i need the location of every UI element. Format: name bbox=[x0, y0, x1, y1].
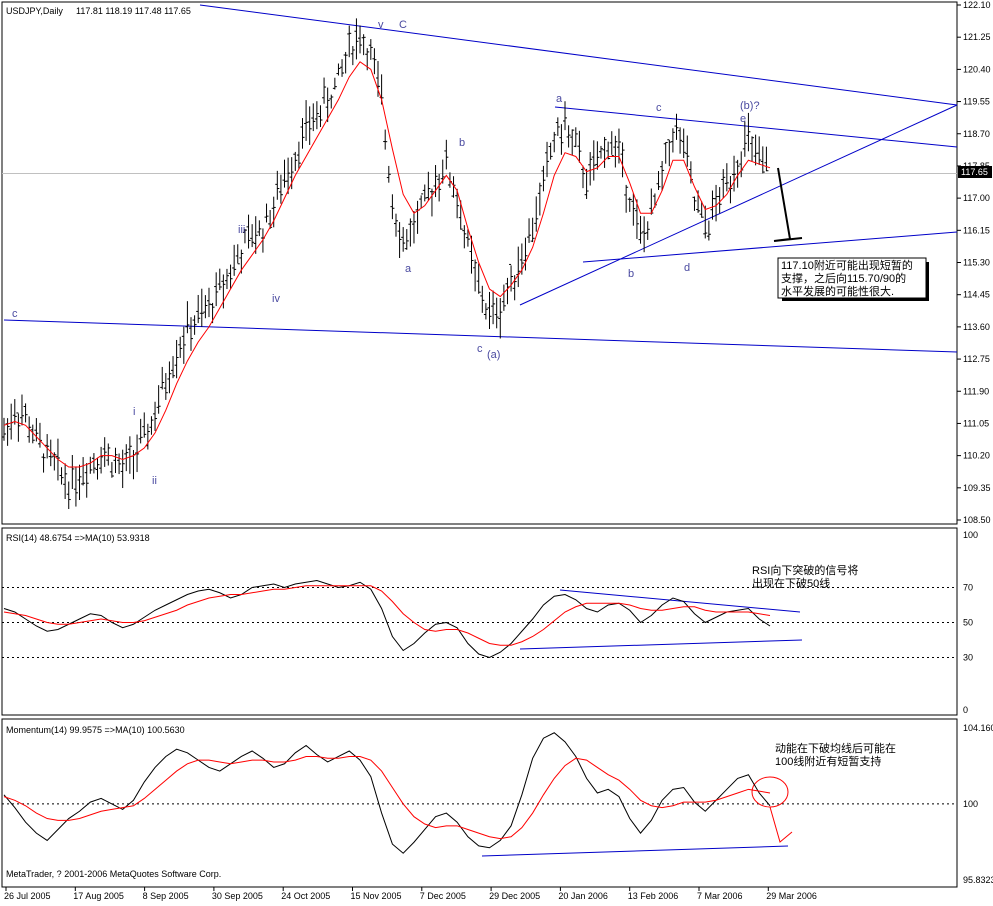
x-date-label: 24 Oct 2005 bbox=[281, 891, 330, 901]
price-y-tick-label: 115.30 bbox=[963, 258, 990, 268]
momentum-panel-frame bbox=[1, 718, 958, 888]
price-header-values: 117.81 118.19 117.48 117.65 bbox=[76, 6, 191, 16]
momentum-y-tick-label: 95.8323 bbox=[963, 875, 993, 885]
wave-label: v bbox=[378, 19, 384, 31]
price-trendline bbox=[554, 106, 958, 148]
wave-label: iii bbox=[238, 224, 245, 236]
rsi-y-tick-label: 50 bbox=[963, 618, 973, 628]
price-note-line-1: 117.10附近可能出现短暂的 bbox=[781, 258, 913, 272]
x-date-label: 26 Jul 2005 bbox=[4, 891, 51, 901]
x-date-label: 30 Sep 2005 bbox=[212, 891, 263, 901]
price-y-tick-label: 111.90 bbox=[963, 386, 989, 396]
wave-label: (a) bbox=[487, 349, 500, 361]
price-trendline bbox=[582, 231, 958, 263]
price-annotation-box: 117.10附近可能出现短暂的 支撑，之后向115.70/90的 水平发展的可能… bbox=[777, 257, 929, 301]
price-y-tick-label: 110.20 bbox=[963, 451, 990, 461]
momentum-title: Momentum(14) 99.9575 =>MA(10) 100.5630 bbox=[6, 725, 185, 735]
price-trendline bbox=[519, 104, 958, 306]
rsi-ma-line bbox=[3, 585, 771, 646]
rsi-y-tick-label: 100 bbox=[963, 530, 978, 540]
price-y-tick-label: 112.75 bbox=[963, 354, 990, 364]
wave-label: i bbox=[133, 406, 135, 418]
wave-label: C bbox=[399, 19, 407, 31]
x-date-label: 15 Nov 2005 bbox=[351, 891, 402, 901]
price-trendline bbox=[199, 4, 958, 106]
footer-copyright: MetaTrader, ? 2001-2006 MetaQuotes Softw… bbox=[6, 869, 221, 879]
rsi-line bbox=[3, 579, 771, 659]
price-note-line-2: 支撑，之后向115.70/90的 bbox=[781, 271, 906, 285]
x-date-label: 13 Feb 2006 bbox=[628, 891, 679, 901]
price-y-tick-label: 111.05 bbox=[963, 418, 989, 428]
momentum-y-tick-label: 104.160 bbox=[963, 723, 993, 733]
price-y-tick-label: 113.60 bbox=[963, 322, 990, 332]
momentum-y-tick-label: 100 bbox=[963, 799, 978, 809]
x-date-label: 17 Aug 2005 bbox=[73, 891, 124, 901]
rsi-title: RSI(14) 48.6754 =>MA(10) 53.9318 bbox=[6, 533, 150, 543]
price-ma-line bbox=[3, 61, 771, 468]
momentum-note-line-2: 100线附近有短暂支持 bbox=[775, 754, 881, 768]
projection-arrow bbox=[773, 167, 803, 242]
rsi-trendline bbox=[519, 639, 803, 650]
momentum-projection-arrow bbox=[769, 806, 793, 843]
price-y-tick-label: 120.40 bbox=[963, 64, 991, 74]
wave-label: iv bbox=[272, 293, 280, 305]
rsi-y-tick-label: 0 bbox=[963, 705, 968, 715]
wave-label: c bbox=[477, 343, 483, 355]
price-note-line-3: 水平发展的可能性很大. bbox=[781, 284, 894, 298]
wave-label: ii bbox=[152, 475, 157, 487]
rsi-y-tick-label: 30 bbox=[963, 653, 973, 663]
current-price-tag: 117.65 bbox=[958, 166, 992, 178]
wave-label: c bbox=[12, 308, 18, 320]
wave-label: a bbox=[556, 93, 563, 105]
price-y-tick-label: 109.35 bbox=[963, 483, 991, 493]
rsi-panel-frame bbox=[1, 527, 958, 716]
price-y-tick-label: 116.15 bbox=[963, 225, 990, 235]
wave-label: b bbox=[459, 137, 465, 149]
momentum-ma-line bbox=[3, 755, 771, 840]
price-y-tick-label: 114.45 bbox=[963, 290, 990, 300]
trendlines bbox=[3, 4, 958, 857]
price-y-tick-label: 117.00 bbox=[963, 193, 990, 203]
momentum-line bbox=[3, 732, 771, 854]
momentum-highlight-circle bbox=[751, 776, 789, 808]
rsi-trendline bbox=[559, 589, 801, 613]
price-y-tick-label: 119.55 bbox=[963, 97, 990, 107]
price-y-tick-label: 108.50 bbox=[963, 515, 991, 525]
rsi-note-line-1: RSI向下突破的信号将 bbox=[752, 563, 858, 577]
x-date-label: 29 Dec 2005 bbox=[489, 891, 540, 901]
price-y-tick-label: 121.25 bbox=[963, 32, 991, 42]
wave-label: b bbox=[628, 268, 634, 280]
price-y-tick-label: 118.70 bbox=[963, 129, 990, 139]
wave-label: d bbox=[684, 262, 690, 274]
x-date-label: 20 Jan 2006 bbox=[558, 891, 608, 901]
price-y-tick-label: 122.10 bbox=[963, 0, 991, 10]
momentum-note-line-1: 动能在下破均线后可能在 bbox=[775, 741, 896, 755]
momentum-trendline bbox=[481, 845, 789, 857]
x-date-label: 8 Sep 2005 bbox=[143, 891, 189, 901]
rsi-y-tick-label: 70 bbox=[963, 583, 973, 593]
wave-label: c bbox=[656, 102, 662, 114]
svg-text:117.65: 117.65 bbox=[961, 167, 988, 177]
price-title: USDJPY,Daily bbox=[6, 6, 63, 16]
price-y-tick-label: 117.85 bbox=[963, 161, 990, 171]
x-date-label: 7 Dec 2005 bbox=[420, 891, 466, 901]
wave-label: a bbox=[405, 263, 412, 275]
wave-label: e bbox=[740, 113, 746, 125]
price-trendline bbox=[3, 319, 958, 353]
x-date-label: 29 Mar 2006 bbox=[766, 891, 817, 901]
rsi-note-line-2: 出现在下破50线 bbox=[752, 576, 830, 590]
wave-label: (b)? bbox=[740, 100, 760, 112]
x-date-label: 7 Mar 2006 bbox=[697, 891, 743, 901]
